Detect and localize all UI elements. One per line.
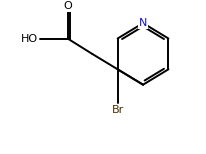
Text: O: O bbox=[63, 1, 72, 11]
Text: Br: Br bbox=[111, 105, 124, 115]
Text: N: N bbox=[139, 18, 147, 28]
Text: HO: HO bbox=[21, 34, 38, 43]
